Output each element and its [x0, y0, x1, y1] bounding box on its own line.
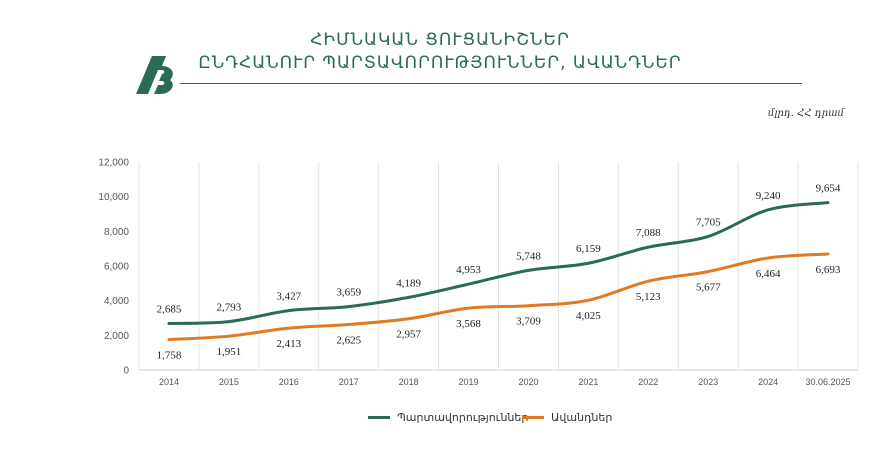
series-deposits-data-label: 4,025: [576, 310, 601, 322]
series-liabilities-data-label: 9,654: [816, 183, 841, 195]
series-deposits-data-label: 2,413: [276, 338, 301, 350]
x-tick-label: 2019: [459, 377, 479, 387]
x-tick-label: 2023: [698, 377, 718, 387]
legend-item-liabilities: Պարտավորություններ: [368, 411, 528, 424]
legend-swatch-deposits: [522, 416, 544, 419]
page-title: ՀԻՄՆԱԿԱՆ ՑՈՒՑԱՆԻՇՆԵՐ: [310, 30, 570, 50]
legend-label-deposits: Ավանդներ: [551, 411, 613, 424]
series-deposits-data-label: 5,123: [636, 291, 661, 303]
series-deposits-data-label: 6,464: [756, 268, 781, 280]
series-liabilities-data-label: 4,953: [456, 264, 481, 276]
series-deposits-data-label: 6,693: [816, 264, 841, 276]
series-deposits-data-label: 1,951: [217, 346, 242, 358]
series-liabilities-data-label: 3,427: [276, 291, 301, 303]
x-tick-label: 2018: [399, 377, 419, 387]
series-liabilities-line: [167, 201, 830, 325]
y-tick-label: 10,000: [98, 192, 129, 203]
x-tick-label: 2021: [578, 377, 598, 387]
series-liabilities-data-label: 6,159: [576, 243, 601, 255]
series-deposits-data-label: 2,957: [396, 329, 421, 341]
y-tick-label: 2,000: [104, 331, 129, 342]
series-liabilities-data-label: 4,189: [396, 277, 421, 289]
x-tick-label: 2017: [339, 377, 359, 387]
x-tick-label: 2022: [638, 377, 658, 387]
series-deposits-data-label: 3,709: [516, 316, 541, 328]
y-tick-label: 6,000: [104, 262, 129, 273]
x-tick-label: 2016: [279, 377, 299, 387]
series-liabilities-data-label: 5,748: [516, 250, 541, 262]
series-liabilities-data-label: 7,088: [636, 227, 661, 239]
series-deposits-data-label: 1,758: [157, 350, 182, 362]
series-liabilities-data-label: 7,705: [696, 216, 721, 228]
series-liabilities-data-label: 2,793: [217, 302, 242, 314]
x-tick-label: 2020: [518, 377, 538, 387]
series-deposits-line: [167, 252, 830, 342]
legend-swatch-liabilities: [368, 416, 390, 419]
x-tick-label: 2024: [758, 377, 778, 387]
y-tick-label: 4,000: [104, 296, 129, 307]
page-subtitle: ԸՆԴՀԱՆՈՒՐ ՊԱՐՏԱՎՈՐՈՒԹՅՈՒՆՆԵՐ, ԱՎԱՆԴՆԵՐ: [198, 53, 682, 73]
series-deposits-data-label: 2,625: [336, 335, 361, 347]
header-divider: [180, 83, 802, 84]
x-tick-label: 2014: [159, 377, 179, 387]
series-deposits-data-label: 3,568: [456, 318, 481, 330]
series-deposits-data-label: 5,677: [696, 282, 721, 294]
legend-item-deposits: Ավանդներ: [522, 411, 612, 424]
unit-label: մլրդ. ՀՀ դրամ: [767, 108, 844, 119]
y-tick-label: 8,000: [104, 227, 129, 238]
bank-logo-icon: [136, 56, 173, 94]
series-liabilities-data-label: 3,659: [336, 287, 361, 299]
y-tick-label: 12,000: [98, 158, 129, 169]
x-tick-label: 2015: [219, 377, 239, 387]
series-liabilities-data-label: 9,240: [756, 190, 781, 202]
x-tick-label: 30.06.2025: [806, 377, 851, 387]
y-tick-label: 0: [123, 366, 129, 377]
series-liabilities-data-label: 2,685: [157, 303, 182, 315]
legend-label-liabilities: Պարտավորություններ: [397, 411, 529, 424]
